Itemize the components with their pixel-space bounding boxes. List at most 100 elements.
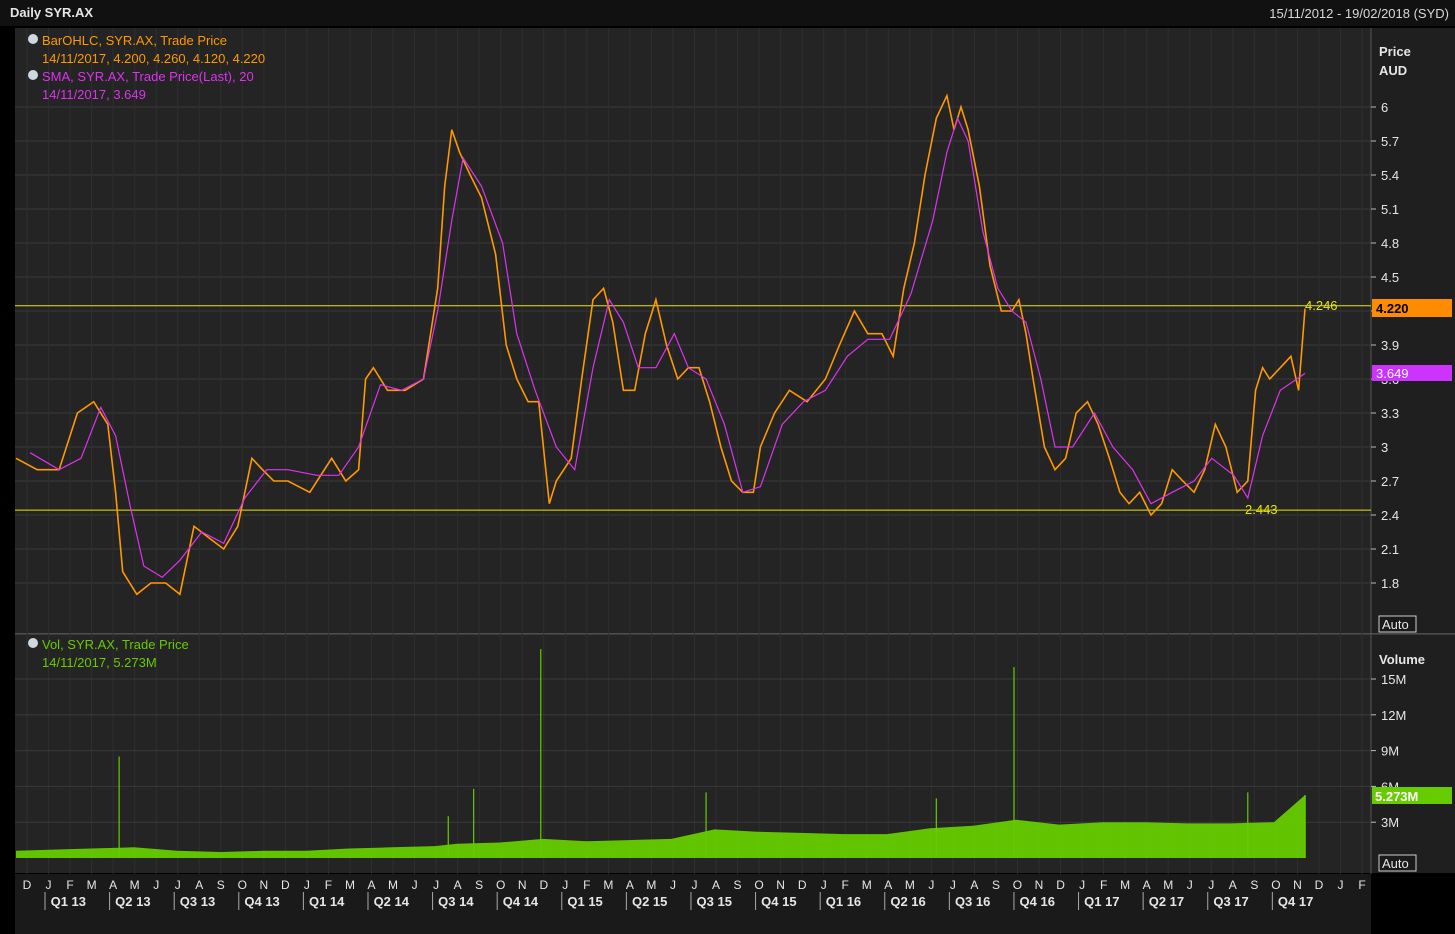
reference-line-label: 4.246 — [1305, 298, 1338, 313]
month-tick-label: J — [692, 878, 698, 892]
time-axis-area — [15, 874, 1371, 934]
volume-bars — [16, 649, 1306, 858]
month-tick-label: M — [646, 878, 656, 892]
month-tick-label: J — [175, 878, 181, 892]
month-tick-label: O — [1271, 878, 1280, 892]
month-tick-label: J — [1337, 878, 1343, 892]
month-tick-label: D — [1056, 878, 1065, 892]
month-tick-label: O — [754, 878, 763, 892]
chart-title: Daily SYR.AX — [10, 5, 94, 20]
month-tick-label: S — [992, 878, 1000, 892]
month-tick-label: M — [905, 878, 915, 892]
month-tick-label: N — [1035, 878, 1044, 892]
month-tick-label: F — [325, 878, 332, 892]
quarter-tick-label: Q3 17 — [1213, 894, 1248, 909]
legend-toggle-icon[interactable] — [28, 70, 38, 80]
quarter-tick-label: Q4 14 — [503, 894, 539, 909]
volume-tick-label: 3M — [1381, 815, 1399, 830]
month-tick-label: J — [1187, 878, 1193, 892]
price-series-line — [15, 93, 1306, 596]
last-price-badge — [1372, 299, 1452, 317]
last-sma-label: 3.649 — [1376, 366, 1409, 381]
month-tick-label: A — [454, 878, 462, 892]
month-tick-label: D — [281, 878, 290, 892]
volume-legend-series: Vol, SYR.AX, Trade Price — [42, 637, 189, 652]
auto-label-bottom: Auto — [1382, 856, 1409, 871]
month-tick-label: N — [518, 878, 527, 892]
sma-series-line — [29, 116, 1306, 579]
month-tick-label: A — [1143, 878, 1151, 892]
quarter-tick-label: Q3 16 — [955, 894, 990, 909]
volume-tick-label: 15M — [1381, 672, 1406, 687]
month-tick-label: N — [1293, 878, 1302, 892]
quarter-tick-label: Q3 13 — [180, 894, 215, 909]
price-tick-label: 5.1 — [1381, 202, 1399, 217]
month-tick-label: A — [626, 878, 634, 892]
month-tick-label: M — [87, 878, 97, 892]
price-axis-ticks: 1.82.12.42.733.33.63.94.24.54.85.15.45.7… — [1371, 100, 1399, 591]
month-tick-label: A — [368, 878, 376, 892]
legend-toggle-icon[interactable] — [28, 638, 38, 648]
month-tick-label: J — [928, 878, 934, 892]
date-range: 15/11/2012 - 19/02/2018 (SYD) — [1269, 6, 1449, 21]
quarter-tick-label: Q4 15 — [761, 894, 796, 909]
quarter-tick-label: Q2 17 — [1149, 894, 1184, 909]
auto-scale-button-top[interactable]: Auto — [1378, 615, 1417, 633]
price-legend[interactable]: BarOHLC, SYR.AX, Trade Price 14/11/2017,… — [28, 33, 265, 102]
month-tick-label: J — [412, 878, 418, 892]
price-legend-values: 14/11/2017, 4.200, 4.260, 4.120, 4.220 — [42, 51, 265, 66]
sma-legend-series: SMA, SYR.AX, Trade Price(Last), 20 — [42, 69, 254, 84]
price-tick-label: 3.3 — [1381, 406, 1399, 421]
last-price-label: 4.220 — [1376, 301, 1409, 316]
month-tick-label: S — [217, 878, 225, 892]
price-axis-area — [1371, 28, 1455, 634]
month-tick-label: S — [475, 878, 483, 892]
month-tick-label: S — [1250, 878, 1258, 892]
quarter-tick-label: Q4 17 — [1278, 894, 1313, 909]
last-volume-badge — [1372, 787, 1452, 804]
price-tick-label: 2.1 — [1381, 542, 1399, 557]
price-panel[interactable] — [15, 28, 1371, 634]
month-tick-label: J — [670, 878, 676, 892]
month-tick-label: A — [1229, 878, 1237, 892]
month-tick-label: F — [66, 878, 73, 892]
quarter-tick-label: Q1 15 — [567, 894, 602, 909]
month-tick-label: F — [842, 878, 849, 892]
quarter-tick-label: Q1 16 — [826, 894, 861, 909]
price-tick-label: 4.5 — [1381, 270, 1399, 285]
auto-scale-button-bottom[interactable]: Auto — [1378, 854, 1417, 872]
legend-toggle-icon[interactable] — [28, 34, 38, 44]
month-tick-label: M — [862, 878, 872, 892]
month-tick-label: J — [821, 878, 827, 892]
last-volume-label: 5.273M — [1375, 789, 1418, 804]
month-tick-label: F — [1358, 878, 1365, 892]
quarter-tick-label: Q4 16 — [1020, 894, 1055, 909]
month-tick-label: N — [260, 878, 269, 892]
month-tick-label: D — [798, 878, 807, 892]
month-tick-label: D — [1315, 878, 1324, 892]
volume-area — [16, 795, 1305, 858]
month-tick-label: A — [109, 878, 117, 892]
month-tick-label: J — [153, 878, 159, 892]
month-tick-label: J — [950, 878, 956, 892]
price-tick-label: 3 — [1381, 440, 1388, 455]
month-tick-label: J — [304, 878, 310, 892]
month-tick-label: J — [433, 878, 439, 892]
price-legend-series: BarOHLC, SYR.AX, Trade Price — [42, 33, 227, 48]
price-tick-label: 5.4 — [1381, 168, 1399, 183]
volume-legend[interactable]: Vol, SYR.AX, Trade Price 14/11/2017, 5.2… — [28, 637, 189, 670]
volume-axis-title: Volume — [1379, 652, 1425, 667]
price-tick-label: 1.8 — [1381, 576, 1399, 591]
month-tick-label: M — [1163, 878, 1173, 892]
month-tick-label: O — [238, 878, 247, 892]
price-tick-label: 4.8 — [1381, 236, 1399, 251]
month-tick-label: O — [496, 878, 505, 892]
sma-legend-values: 14/11/2017, 3.649 — [42, 87, 146, 102]
quarter-tick-label: Q2 13 — [115, 894, 150, 909]
quarter-tick-label: Q3 14 — [438, 894, 474, 909]
quarter-axis: Q1 13 Q2 13 Q3 13 Q4 13 Q1 14 Q2 14 Q3 14 Q4 14… — [44, 892, 1313, 910]
month-tick-label: D — [23, 878, 32, 892]
quarter-tick-label: Q2 15 — [632, 894, 667, 909]
